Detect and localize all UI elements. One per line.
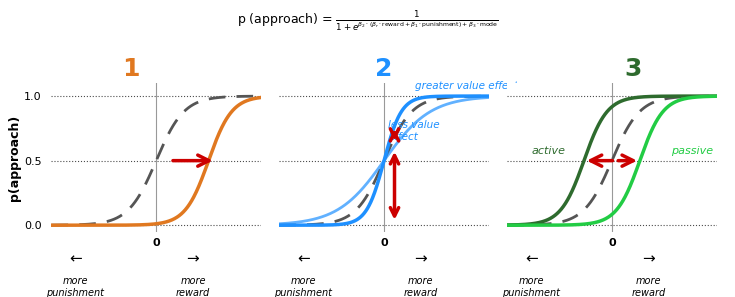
Y-axis label: p(approach): p(approach)	[8, 114, 21, 200]
Text: $\rightarrow$: $\rightarrow$	[412, 251, 429, 266]
Text: passive: passive	[670, 146, 713, 157]
Text: 0: 0	[152, 238, 160, 248]
Text: more
reward: more reward	[176, 276, 210, 297]
Text: active: active	[532, 146, 566, 157]
Text: $\leftarrow$: $\leftarrow$	[67, 251, 84, 266]
Text: 2: 2	[376, 57, 392, 81]
Text: 0: 0	[608, 238, 616, 248]
Text: $\leftarrow$: $\leftarrow$	[523, 251, 539, 266]
Text: 1: 1	[122, 57, 140, 81]
Text: more
punishment: more punishment	[46, 276, 104, 297]
Text: greater value effect: greater value effect	[415, 81, 519, 91]
Text: more
reward: more reward	[631, 276, 666, 297]
Text: $\rightarrow$: $\rightarrow$	[184, 251, 201, 266]
Text: p (approach) = $\frac{1}{1+e^{\beta_2 \cdot (\beta_r \cdot \mathrm{reward}+\beta: p (approach) = $\frac{1}{1+e^{\beta_2 \c…	[237, 9, 498, 33]
Text: more
punishment: more punishment	[502, 276, 560, 297]
Text: $\leftarrow$: $\leftarrow$	[295, 251, 312, 266]
Text: $\rightarrow$: $\rightarrow$	[640, 251, 657, 266]
Text: more
reward: more reward	[404, 276, 438, 297]
Text: less value
effect: less value effect	[388, 120, 440, 142]
Text: more
punishment: more punishment	[274, 276, 332, 297]
Text: 0: 0	[380, 238, 388, 248]
Text: 3: 3	[624, 57, 642, 81]
